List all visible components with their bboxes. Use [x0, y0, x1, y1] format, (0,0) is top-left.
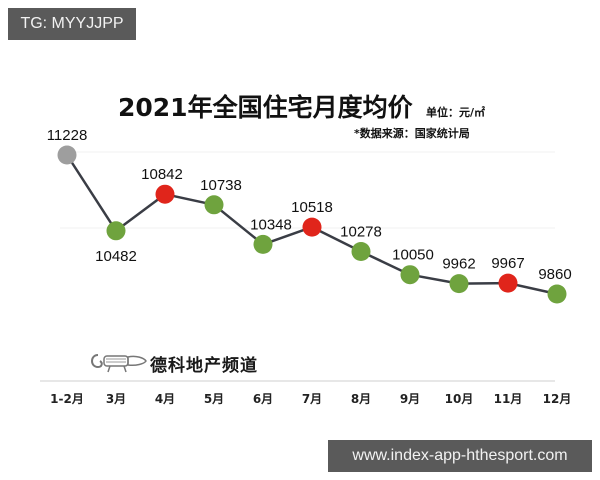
watermark-bottom: www.index-app-hthesport.com: [328, 440, 592, 472]
data-points: [57, 145, 567, 304]
x-tick-label: 12月: [543, 392, 572, 406]
x-axis-ticks: 1-2月 3月 4月 5月 6月 7月 8月 9月 10月 11月 12月: [50, 392, 571, 406]
data-label: 10842: [141, 166, 183, 183]
data-point: [253, 234, 273, 254]
data-label: 10482: [95, 248, 137, 265]
data-point: [351, 242, 371, 261]
data-label: 10738: [200, 177, 242, 194]
watermark-top: TG: MYYJJPP: [8, 8, 136, 40]
x-tick-label: 3月: [106, 392, 126, 406]
data-label: 10348: [250, 216, 292, 233]
chart-title: 2021年全国住宅月度均价: [118, 93, 413, 122]
data-label: 10050: [392, 247, 434, 264]
data-point: [302, 217, 322, 237]
data-point: [498, 273, 518, 293]
data-point: [155, 184, 175, 204]
data-label: 10518: [291, 199, 333, 216]
x-tick-label: 5月: [204, 392, 224, 406]
data-label: 11228: [47, 127, 88, 144]
brand-name: 德科地产频道: [150, 356, 258, 376]
x-tick-label: 6月: [253, 392, 273, 406]
data-point: [57, 145, 77, 165]
data-point: [204, 195, 224, 215]
x-tick-label: 4月: [155, 392, 175, 406]
x-tick-label: 1-2月: [50, 392, 84, 406]
lizard-logo-icon: [88, 349, 148, 379]
unit-label: 单位：元/㎡: [426, 106, 486, 119]
data-label: 9962: [442, 256, 475, 273]
data-label: 9967: [491, 255, 524, 272]
x-tick-label: 11月: [494, 392, 523, 406]
gridlines: [40, 151, 555, 382]
x-tick-label: 8月: [351, 392, 371, 406]
data-label: 9860: [538, 266, 571, 283]
data-point: [106, 221, 126, 241]
x-tick-label: 7月: [302, 392, 322, 406]
data-point: [449, 274, 469, 294]
data-point: [400, 265, 420, 285]
data-point: [547, 284, 567, 304]
x-tick-label: 9月: [400, 392, 420, 406]
data-label: 10278: [340, 224, 382, 241]
source-label: *数据来源：国家统计局: [354, 127, 470, 140]
x-tick-label: 10月: [445, 392, 474, 406]
